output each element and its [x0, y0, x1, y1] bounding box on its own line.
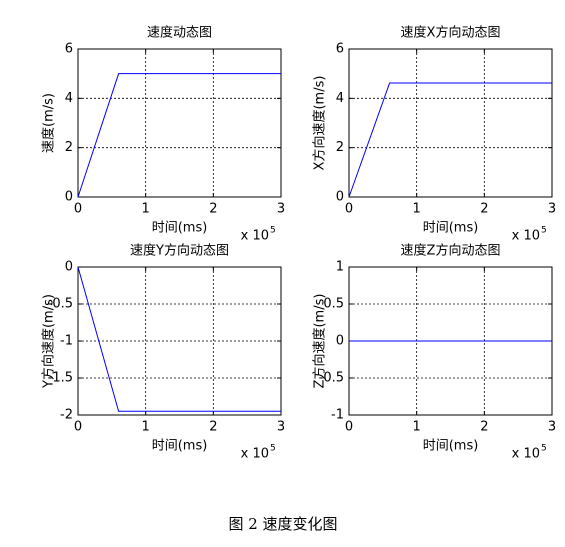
data-line [77, 266, 281, 412]
x-tick-label: 0 [345, 420, 353, 435]
plot-area [78, 49, 281, 197]
plot-frame [77, 48, 282, 198]
y-tick-label: 6 [65, 42, 73, 57]
chart-title: 速度动态图 [147, 25, 212, 41]
x-tick-label: 3 [548, 420, 556, 435]
x-scale-label: x 10 [512, 447, 540, 462]
x-tick-label: 2 [209, 420, 217, 435]
data-line [77, 73, 281, 198]
plot-frame [77, 266, 282, 416]
chart-title: 速度X方向动态图 [401, 25, 501, 41]
y-tick-label: 0 [336, 334, 344, 349]
y-tick-label: 0 [65, 190, 73, 205]
y-tick-label: -2 [60, 408, 73, 423]
x-tick-label: 3 [548, 202, 556, 217]
x-scale-label: x 10 [241, 229, 269, 244]
data-line [348, 82, 552, 198]
x-tick-label: 3 [277, 202, 285, 217]
x-axis-label: 时间(ms) [423, 221, 479, 236]
x-scale-exponent: 5 [270, 226, 276, 236]
x-tick-label: 0 [74, 202, 82, 217]
y-tick-label: 4 [65, 91, 73, 106]
x-tick-label: 1 [413, 202, 421, 217]
y-axis-label: 速度(m/s) [41, 93, 57, 153]
y-tick-label: 2 [65, 140, 73, 155]
x-tick-label: 3 [277, 420, 285, 435]
y-tick-label: 0 [336, 190, 344, 205]
chart-title: 速度Y方向动态图 [130, 243, 229, 259]
y-tick-label: 0.5 [323, 297, 344, 312]
plot-area [349, 49, 552, 197]
x-tick-label: 1 [142, 202, 150, 217]
x-tick-label: 0 [74, 420, 82, 435]
x-scale-label: x 10 [512, 229, 540, 244]
y-tick-label: 1 [336, 260, 344, 275]
y-tick-label: -0.5 [319, 371, 344, 386]
x-scale-exponent: 5 [270, 444, 276, 454]
y-tick-label: -0.5 [48, 297, 73, 312]
y-tick-label: 0 [65, 260, 73, 275]
x-scale-exponent: 5 [541, 444, 547, 454]
x-scale-label: x 10 [241, 447, 269, 462]
chart-title: 速度Z方向动态图 [401, 243, 501, 259]
y-axis-label: Y方向速度(m/s) [41, 294, 57, 389]
plot-frame [348, 48, 553, 198]
y-tick-label: 6 [336, 42, 344, 57]
x-axis-label: 时间(ms) [152, 221, 208, 236]
y-tick-label: -1 [60, 334, 73, 349]
x-axis-label: 时间(ms) [423, 439, 479, 454]
figure-caption: 图 2 速度变化图 [228, 515, 337, 533]
x-tick-label: 2 [480, 420, 488, 435]
y-tick-label: 4 [336, 91, 344, 106]
y-tick-label: -1 [331, 408, 344, 423]
x-tick-label: 1 [413, 420, 421, 435]
y-tick-label: 2 [336, 140, 344, 155]
x-tick-label: 2 [480, 202, 488, 217]
x-tick-label: 1 [142, 420, 150, 435]
y-axis-label: X方向速度(m/s) [312, 76, 328, 171]
y-axis-label: Z方向速度(m/s) [312, 294, 328, 389]
x-tick-label: 2 [209, 202, 217, 217]
x-scale-exponent: 5 [541, 226, 547, 236]
x-tick-label: 0 [345, 202, 353, 217]
x-axis-label: 时间(ms) [152, 439, 208, 454]
y-tick-label: -1.5 [48, 371, 73, 386]
